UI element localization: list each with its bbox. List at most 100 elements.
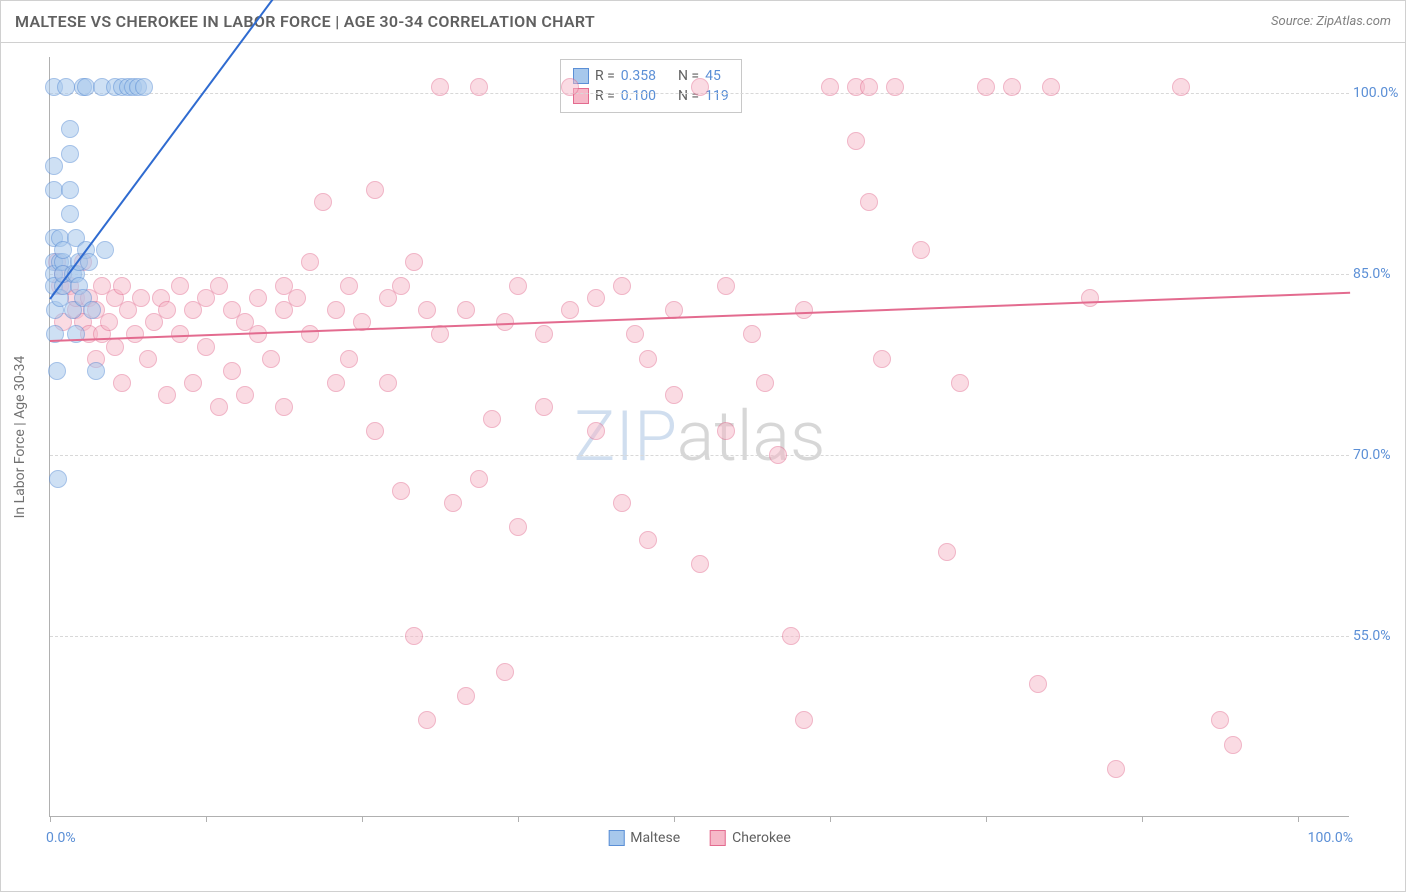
x-tick — [1298, 816, 1299, 822]
scatter-point — [613, 277, 631, 295]
scatter-point — [61, 145, 79, 163]
scatter-point — [977, 78, 995, 96]
scatter-point — [587, 422, 605, 440]
scatter-point — [61, 120, 79, 138]
gridline — [50, 636, 1349, 637]
scatter-point — [126, 325, 144, 343]
scatter-point — [457, 301, 475, 319]
scatter-point — [83, 301, 101, 319]
scatter-point — [431, 325, 449, 343]
scatter-point — [743, 325, 761, 343]
scatter-point — [873, 350, 891, 368]
scatter-point — [444, 494, 462, 512]
y-tick-label: 85.0% — [1353, 266, 1406, 282]
scatter-point — [626, 325, 644, 343]
scatter-point — [45, 157, 63, 175]
scatter-point — [249, 289, 267, 307]
legend-swatch-cherokee-icon — [710, 830, 726, 846]
x-tick — [986, 816, 987, 822]
scatter-point — [912, 241, 930, 259]
x-tick — [1142, 816, 1143, 822]
scatter-point — [392, 277, 410, 295]
scatter-point — [171, 277, 189, 295]
scatter-point — [717, 277, 735, 295]
scatter-point — [210, 398, 228, 416]
x-tick — [206, 816, 207, 822]
scatter-point — [938, 543, 956, 561]
watermark-atlas: atlas — [677, 396, 826, 478]
y-axis-title: In Labor Force | Age 30-34 — [12, 355, 28, 518]
scatter-point — [691, 555, 709, 573]
scatter-point — [327, 301, 345, 319]
correlation-legend: R = 0.358 N = 45 R = 0.100 N = 119 — [560, 59, 742, 113]
scatter-point — [197, 338, 215, 356]
scatter-point — [340, 277, 358, 295]
scatter-point — [106, 338, 124, 356]
scatter-point — [135, 78, 153, 96]
scatter-point — [275, 398, 293, 416]
x-axis-max-label: 100.0% — [1308, 830, 1353, 846]
x-tick — [518, 816, 519, 822]
scatter-point — [236, 386, 254, 404]
scatter-point — [509, 277, 527, 295]
x-tick — [674, 816, 675, 822]
source-label: Source: ZipAtlas.com — [1271, 14, 1391, 29]
scatter-point — [366, 181, 384, 199]
scatter-point — [613, 494, 631, 512]
scatter-point — [795, 301, 813, 319]
y-tick-label: 70.0% — [1353, 447, 1406, 463]
scatter-point — [470, 470, 488, 488]
scatter-point — [639, 350, 657, 368]
scatter-point — [587, 289, 605, 307]
scatter-point — [691, 78, 709, 96]
n-value-cherokee: 119 — [705, 88, 729, 104]
scatter-point — [1107, 760, 1125, 778]
scatter-point — [1029, 675, 1047, 693]
scatter-point — [100, 313, 118, 331]
scatter-point — [951, 374, 969, 392]
scatter-point — [1081, 289, 1099, 307]
scatter-point — [49, 470, 67, 488]
scatter-point — [366, 422, 384, 440]
scatter-point — [886, 78, 904, 96]
x-tick — [362, 816, 363, 822]
y-tick-label: 100.0% — [1353, 85, 1406, 101]
plot-area: In Labor Force | Age 30-34 ZIPatlas R = … — [49, 57, 1349, 817]
scatter-point — [139, 350, 157, 368]
scatter-point — [1224, 736, 1242, 754]
gridline — [50, 274, 1349, 275]
scatter-point — [158, 301, 176, 319]
scatter-point — [340, 350, 358, 368]
scatter-point — [561, 301, 579, 319]
scatter-point — [48, 362, 66, 380]
gridline — [50, 455, 1349, 456]
series-label-cherokee: Cherokee — [732, 830, 791, 846]
scatter-point — [288, 289, 306, 307]
scatter-point — [431, 78, 449, 96]
scatter-point — [782, 627, 800, 645]
watermark: ZIPatlas — [573, 396, 825, 478]
scatter-point — [483, 410, 501, 428]
scatter-point — [535, 398, 553, 416]
r-label: R = — [595, 68, 615, 84]
scatter-point — [158, 386, 176, 404]
scatter-point — [392, 482, 410, 500]
scatter-point — [262, 350, 280, 368]
scatter-point — [1211, 711, 1229, 729]
series-legend-maltese: Maltese — [608, 830, 680, 846]
scatter-point — [96, 241, 114, 259]
scatter-point — [61, 205, 79, 223]
series-legend: Maltese Cherokee — [608, 830, 791, 846]
scatter-point — [561, 78, 579, 96]
scatter-point — [717, 422, 735, 440]
scatter-point — [509, 518, 527, 536]
scatter-point — [57, 78, 75, 96]
scatter-point — [418, 711, 436, 729]
scatter-point — [223, 362, 241, 380]
scatter-point — [1172, 78, 1190, 96]
scatter-point — [327, 374, 345, 392]
scatter-point — [184, 374, 202, 392]
scatter-point — [87, 362, 105, 380]
series-legend-cherokee: Cherokee — [710, 830, 791, 846]
scatter-point — [535, 325, 553, 343]
